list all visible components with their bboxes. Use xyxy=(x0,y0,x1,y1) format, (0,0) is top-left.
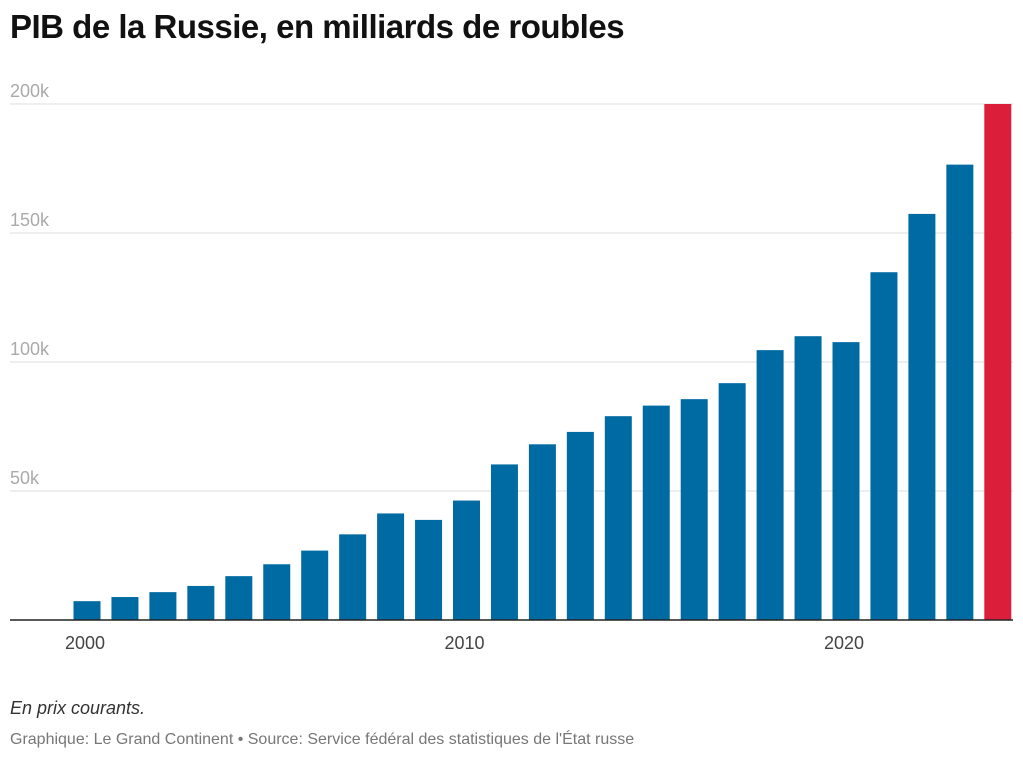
bar-2001 xyxy=(111,597,139,620)
bars xyxy=(73,104,1012,620)
chart-note: En prix courants. xyxy=(10,698,146,718)
bar-2009 xyxy=(415,519,443,620)
bar-2016 xyxy=(680,399,708,620)
bar-2005 xyxy=(263,564,291,620)
y-tick-label: 150k xyxy=(10,210,50,230)
x-axis-ticks: 2000 2010 2020 xyxy=(65,633,864,653)
bar-2011 xyxy=(490,464,518,620)
bar-2008 xyxy=(377,513,405,620)
y-tick-label: 50k xyxy=(10,468,40,488)
bar-2019 xyxy=(794,336,822,620)
y-tick-label: 100k xyxy=(10,339,50,359)
bar-2022 xyxy=(908,213,936,620)
bar-2023 xyxy=(946,164,974,620)
y-axis-ticks: 50k 100k 150k 200k xyxy=(10,81,50,488)
x-tick-label: 2010 xyxy=(444,633,484,653)
bar-2006 xyxy=(301,550,329,620)
bar-2021 xyxy=(870,272,898,620)
x-tick-label: 2020 xyxy=(824,633,864,653)
gridlines xyxy=(10,103,1013,492)
chart-credit: Graphique: Le Grand Continent • Source: … xyxy=(10,731,635,748)
bar-2003 xyxy=(187,585,215,620)
chart-title: PIB de la Russie, en milliards de rouble… xyxy=(10,8,625,45)
bar-2007 xyxy=(339,534,367,620)
bar-2020 xyxy=(832,342,860,620)
bar-2024 xyxy=(984,104,1012,620)
y-tick-label: 200k xyxy=(10,81,50,101)
bar-2015 xyxy=(642,405,670,620)
bar-2010 xyxy=(453,500,480,620)
bar-2012 xyxy=(528,444,556,620)
bar-2002 xyxy=(149,592,177,620)
bar-2018 xyxy=(756,350,784,620)
bar-2017 xyxy=(718,383,746,620)
x-tick-label: 2000 xyxy=(65,633,105,653)
bar-2014 xyxy=(604,416,632,620)
bar-2004 xyxy=(225,576,253,620)
bar-2000 xyxy=(73,601,101,620)
bar-2013 xyxy=(566,431,594,620)
